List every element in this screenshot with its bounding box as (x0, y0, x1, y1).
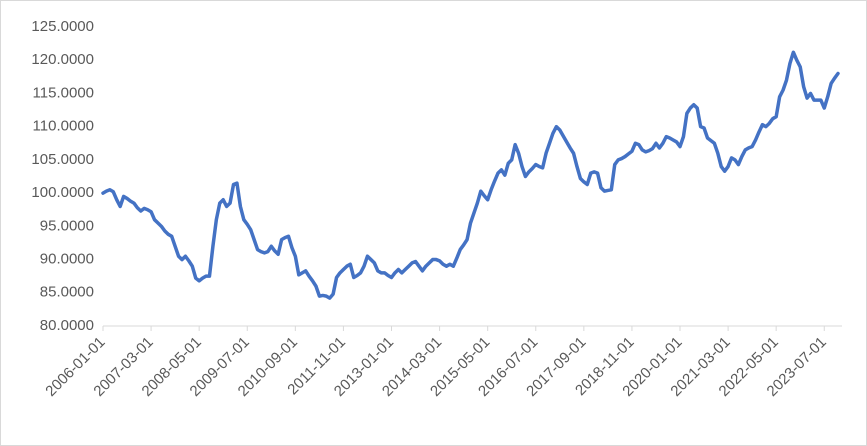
data-line (101, 50, 840, 300)
y-tick-label: 80.0000 (40, 317, 94, 334)
y-tick-label: 125.0000 (31, 18, 94, 35)
y-tick-label: 110.0000 (33, 118, 94, 135)
y-tick-label: 95.0000 (40, 217, 94, 234)
y-tick-label: 115.0000 (33, 84, 94, 101)
y-tick-label: 85.0000 (40, 284, 94, 301)
y-tick-label: 105.0000 (31, 151, 94, 168)
y-tick-label: 100.0000 (31, 184, 94, 201)
y-tick-label: 90.0000 (40, 251, 94, 268)
y-tick-label: 120.0000 (31, 51, 94, 68)
